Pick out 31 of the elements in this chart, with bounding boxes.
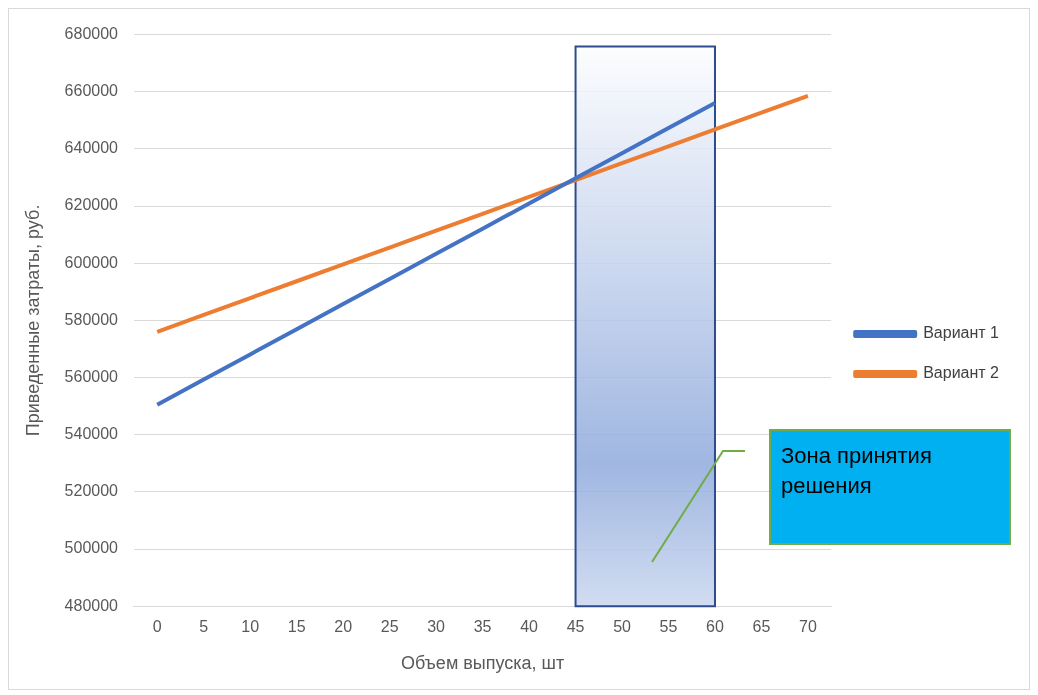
y-tick-label: 680000 [64, 25, 119, 43]
x-tick-label: 70 [799, 618, 817, 636]
x-tick-label: 55 [659, 618, 678, 636]
x-tick-label: 65 [752, 618, 771, 636]
legend-label: Вариант 1 [923, 324, 1000, 342]
y-tick-label: 620000 [64, 196, 119, 214]
callout-box: Зона принятия решения [769, 429, 1011, 545]
x-tick-label: 0 [152, 618, 162, 636]
y-tick-label: 500000 [64, 539, 119, 557]
x-tick-label: 10 [241, 618, 260, 636]
y-tick-label: 480000 [64, 596, 119, 614]
y-tick-label: 640000 [64, 139, 119, 157]
y-tick-label: 560000 [64, 367, 119, 385]
y-tick-label: 540000 [64, 425, 119, 443]
x-tick-label: 35 [473, 618, 492, 636]
legend-label: Вариант 2 [923, 364, 1000, 382]
x-tick-label: 50 [613, 618, 632, 636]
x-tick-label: 25 [380, 618, 399, 636]
x-tick-label: 60 [706, 618, 724, 636]
y-tick-label: 520000 [64, 482, 119, 500]
y-tick-label: 600000 [64, 253, 119, 271]
x-tick-label: 30 [427, 618, 446, 636]
y-tick-label: 660000 [64, 82, 119, 100]
x-axis-title: Объем выпуска, шт [400, 653, 565, 674]
x-tick-label: 15 [287, 618, 306, 636]
y-axis-title: Приведенные затраты, руб. [22, 204, 43, 437]
x-tick-label: 20 [334, 618, 353, 636]
x-tick-label: 45 [566, 618, 585, 636]
x-tick-label: 5 [199, 618, 209, 636]
y-tick-label: 580000 [64, 310, 119, 328]
x-tick-label: 40 [520, 618, 539, 636]
